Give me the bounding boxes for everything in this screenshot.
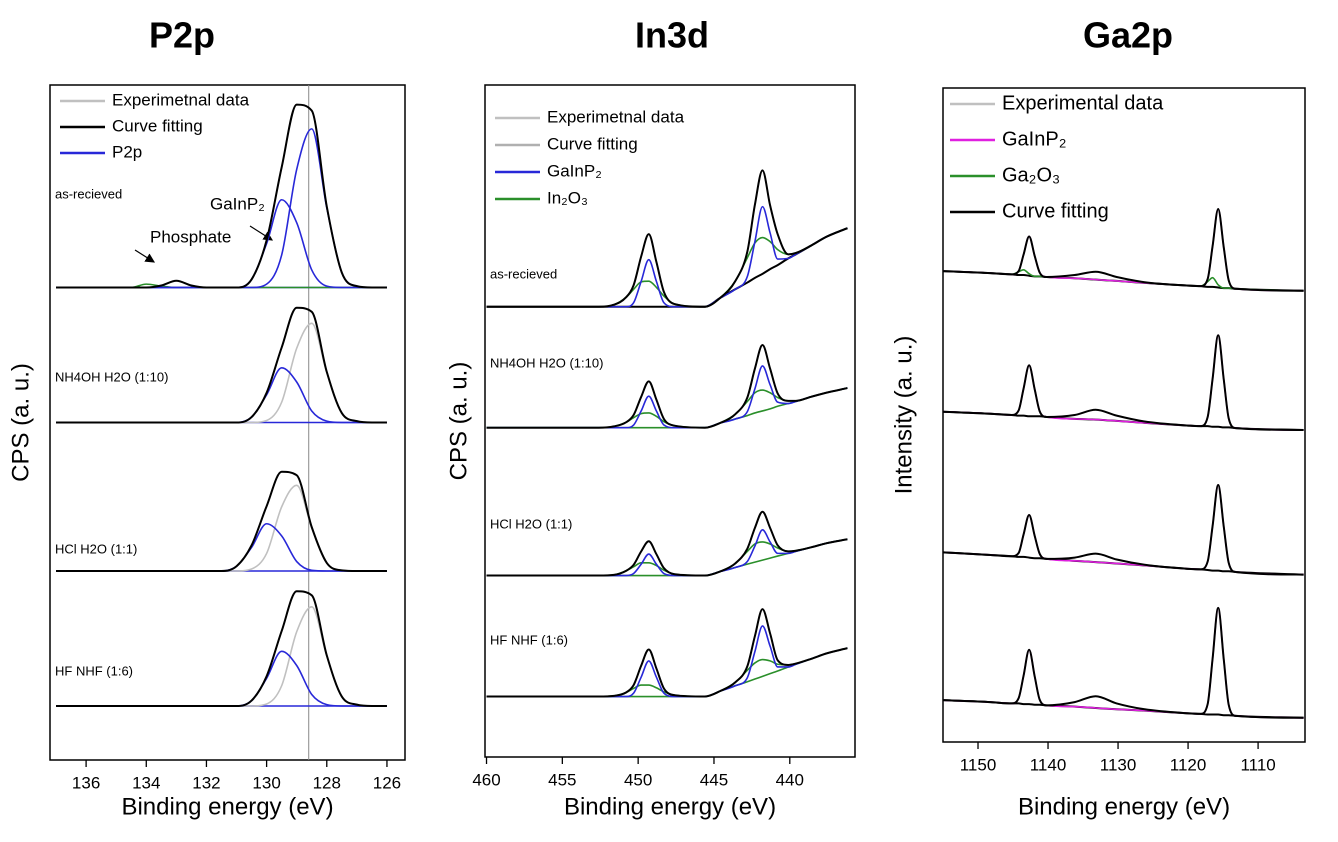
x-tick-label: 1150 [960,755,997,774]
spectrum-curve [56,306,387,424]
y-axis-label: CPS (a. u.) [445,362,472,481]
spectrum-curve [486,365,848,429]
spectrum-curve [486,344,848,429]
spectrum-curve [942,334,1304,431]
legend-label: Experimental data [1002,92,1164,114]
annotation: Phosphate [150,227,231,246]
x-axis-label: Binding energy (eV) [1018,793,1230,820]
x-tick-label: 460 [472,770,500,789]
chart-title: P2p [149,15,215,56]
spectrum-curve [56,605,387,707]
x-tick-label: 130 [252,773,280,792]
sample-label: HCl H2O (1:1) [55,541,137,556]
legend-label: P2p [112,142,142,161]
spectrum-curve [486,529,848,577]
sample-label: HF NHF (1:6) [55,663,133,678]
spectrum-curve [56,103,387,289]
annotation-arrow [134,249,156,263]
plot-frame [942,87,1306,743]
chart-title: In3d [635,15,709,56]
spectrum-curve [56,650,387,707]
spectrum-curve [486,647,848,698]
spectrum-curve [486,647,848,698]
spectrum-curve [942,607,1304,719]
y-axis-label: CPS (a. u.) [7,363,34,482]
x-tick-label: 1120 [1170,755,1207,774]
spectrum-curve [942,207,1304,292]
plot-frame [484,84,856,758]
legend-label: Curve fitting [547,134,638,153]
sample-label: as-recieved [55,186,122,201]
spectrum-curve [486,205,848,308]
legend-label: Curve fitting [112,116,203,135]
sample-label: NH4OH H2O (1:10) [55,369,168,384]
x-tick-label: 1110 [1240,755,1275,774]
x-tick-label: 440 [776,770,804,789]
x-tick-label: 445 [700,770,728,789]
x-tick-label: 1130 [1100,755,1137,774]
y-axis-label: Intensity (a. u.) [890,336,917,495]
sample-label: NH4OH H2O (1:10) [490,355,603,370]
legend-label: Curve fitting [1002,200,1109,222]
legend-label: Experimetnal data [547,107,685,126]
sample-label: as-recieved [490,266,557,281]
spectrum-curve [486,169,848,308]
spectrum-curve [486,510,848,577]
annotation: GaInP₂ [210,194,265,213]
chart-title: Ga2p [1083,15,1173,56]
legend-label: GaInP₂ [1002,128,1066,150]
legend-label: GaInP₂ [547,161,602,180]
x-tick-label: 455 [548,770,576,789]
x-tick-label: 136 [72,773,100,792]
x-tick-label: 132 [192,773,220,792]
spectrum-curve [56,590,387,707]
spectrum-curve [942,334,1304,432]
spectrum-curve [942,483,1304,576]
sample-label: HCl H2O (1:1) [490,516,572,531]
spectrum-curve [942,606,1304,719]
legend-label: Experimetnal data [112,90,250,109]
spectrum-curve [56,470,387,573]
x-tick-label: 126 [373,773,401,792]
x-tick-label: 128 [313,773,341,792]
x-axis-label: Binding energy (eV) [564,793,776,820]
sample-label: HF NHF (1:6) [490,632,568,647]
spectrum-curve [56,484,387,572]
plot-frame [49,84,406,761]
x-axis-label: Binding energy (eV) [121,793,333,820]
x-tick-label: 1140 [1030,755,1067,774]
legend-label: In₂O₃ [547,188,588,207]
x-tick-label: 134 [132,773,160,792]
spectrum-curve [486,608,848,698]
x-tick-label: 450 [624,770,652,789]
legend-label: Ga₂O₃ [1002,164,1060,186]
